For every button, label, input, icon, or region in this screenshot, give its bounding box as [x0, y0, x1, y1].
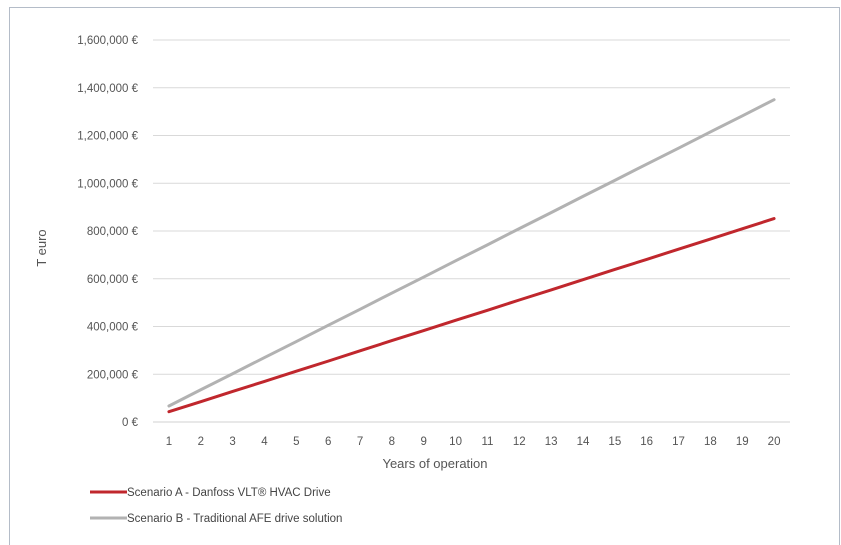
legend-label: Scenario B - Traditional AFE drive solut… — [127, 513, 342, 525]
y-axis-ticks: 0 € 200,000 € 400,000 € 600,000 € 800,000 € 1… — [77, 35, 138, 429]
legend-label: Scenario A - Danfoss VLT® HVAC Drive — [127, 487, 331, 499]
series-line — [167, 217, 776, 414]
series-line — [167, 98, 776, 408]
x-tick-label: 2 — [198, 436, 204, 448]
chart-frame — [9, 7, 840, 545]
x-tick-label: 17 — [672, 436, 685, 448]
y-tick-label: 800,000 € — [87, 226, 139, 238]
x-tick-label: 12 — [513, 436, 526, 448]
y-tick-label: 600,000 € — [87, 274, 139, 286]
x-tick-label: 9 — [421, 436, 427, 448]
x-axis-title: Years of operation — [382, 456, 487, 471]
x-tick-label: 7 — [357, 436, 363, 448]
x-tick-label: 14 — [577, 436, 590, 448]
y-tick-label: 200,000 € — [87, 369, 139, 381]
legend: Scenario A - Danfoss VLT® HVAC Drive Scen… — [90, 487, 342, 525]
y-axis-title: T euro — [34, 229, 49, 266]
x-tick-label: 1 — [166, 436, 172, 448]
x-tick-label: 19 — [736, 436, 749, 448]
y-tick-label: 1,400,000 € — [77, 83, 138, 95]
gridlines — [153, 39, 790, 375]
y-tick-label: 1,000,000 € — [77, 178, 138, 190]
x-tick-label: 13 — [545, 436, 558, 448]
x-tick-label: 15 — [608, 436, 621, 448]
x-tick-label: 4 — [261, 436, 268, 448]
x-tick-label: 5 — [293, 436, 299, 448]
x-tick-label: 10 — [449, 436, 462, 448]
x-tick-label: 3 — [229, 436, 235, 448]
y-tick-label: 0 € — [122, 417, 139, 429]
x-tick-label: 20 — [768, 436, 781, 448]
x-axis-ticks: 1 2 3 4 5 6 7 8 9 10 11 12 13 14 15 16 17 18 19 20 — [166, 436, 781, 448]
y-tick-label: 400,000 € — [87, 322, 139, 334]
y-tick-label: 1,600,000 € — [77, 35, 138, 47]
x-tick-label: 11 — [481, 436, 493, 448]
y-tick-label: 1,200,000 € — [77, 131, 138, 143]
x-tick-label: 18 — [704, 436, 717, 448]
x-tick-label: 8 — [389, 436, 395, 448]
x-tick-label: 6 — [325, 436, 331, 448]
x-tick-label: 16 — [640, 436, 653, 448]
series-lines — [167, 98, 776, 414]
